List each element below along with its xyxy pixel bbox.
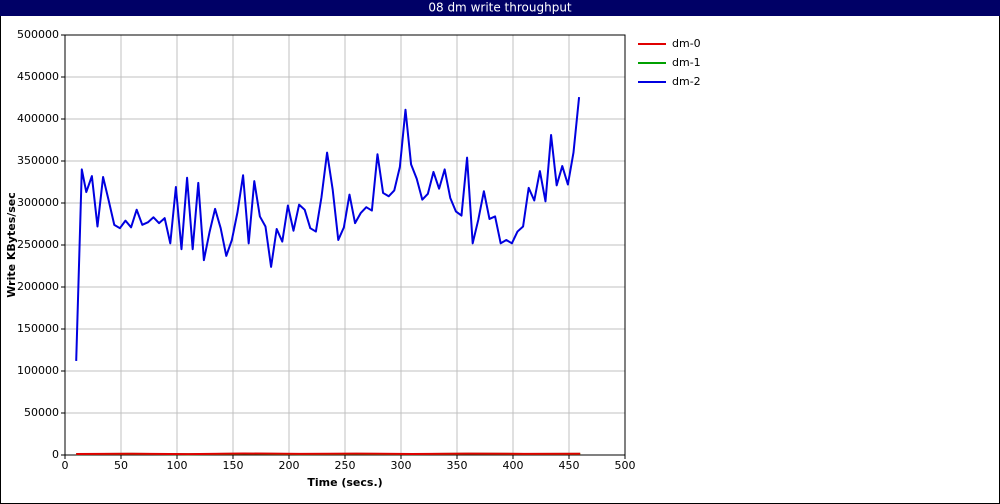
x-tick-label: 450 [559,459,580,472]
y-tick-label: 0 [52,448,59,461]
x-tick-label: 0 [62,459,69,472]
x-tick-label: 200 [279,459,300,472]
x-tick-label: 100 [167,459,188,472]
x-tick-label: 500 [615,459,636,472]
legend-label: dm-2 [672,75,701,88]
legend-label: dm-0 [672,37,701,50]
series-line [76,452,581,456]
x-tick-label: 150 [223,459,244,472]
x-tick-label: 300 [391,459,412,472]
title-bar [0,0,1000,16]
legend-label: dm-1 [672,56,701,69]
plot-border [64,34,626,456]
x-tick-label: 350 [447,459,468,472]
y-tick-label: 350000 [17,154,59,167]
y-tick-label: 250000 [17,238,59,251]
y-tick-label: 500000 [17,28,59,41]
x-tick-label: 250 [335,459,356,472]
x-tick-label: 400 [503,459,524,472]
y-tick-label: 200000 [17,280,59,293]
x-axis-label: Time (secs.) [307,476,382,489]
y-tick-label: 100000 [17,364,59,377]
y-tick-label: 50000 [24,406,59,419]
chart-title: 08 dm write throughput [428,1,572,15]
series-line [75,97,581,361]
y-tick-label: 400000 [17,112,59,125]
x-tick-label: 50 [114,459,128,472]
y-tick-label: 300000 [17,196,59,209]
y-axis-label: Write KBytes/sec [5,192,18,298]
y-tick-label: 150000 [17,322,59,335]
y-tick-label: 450000 [17,70,59,83]
